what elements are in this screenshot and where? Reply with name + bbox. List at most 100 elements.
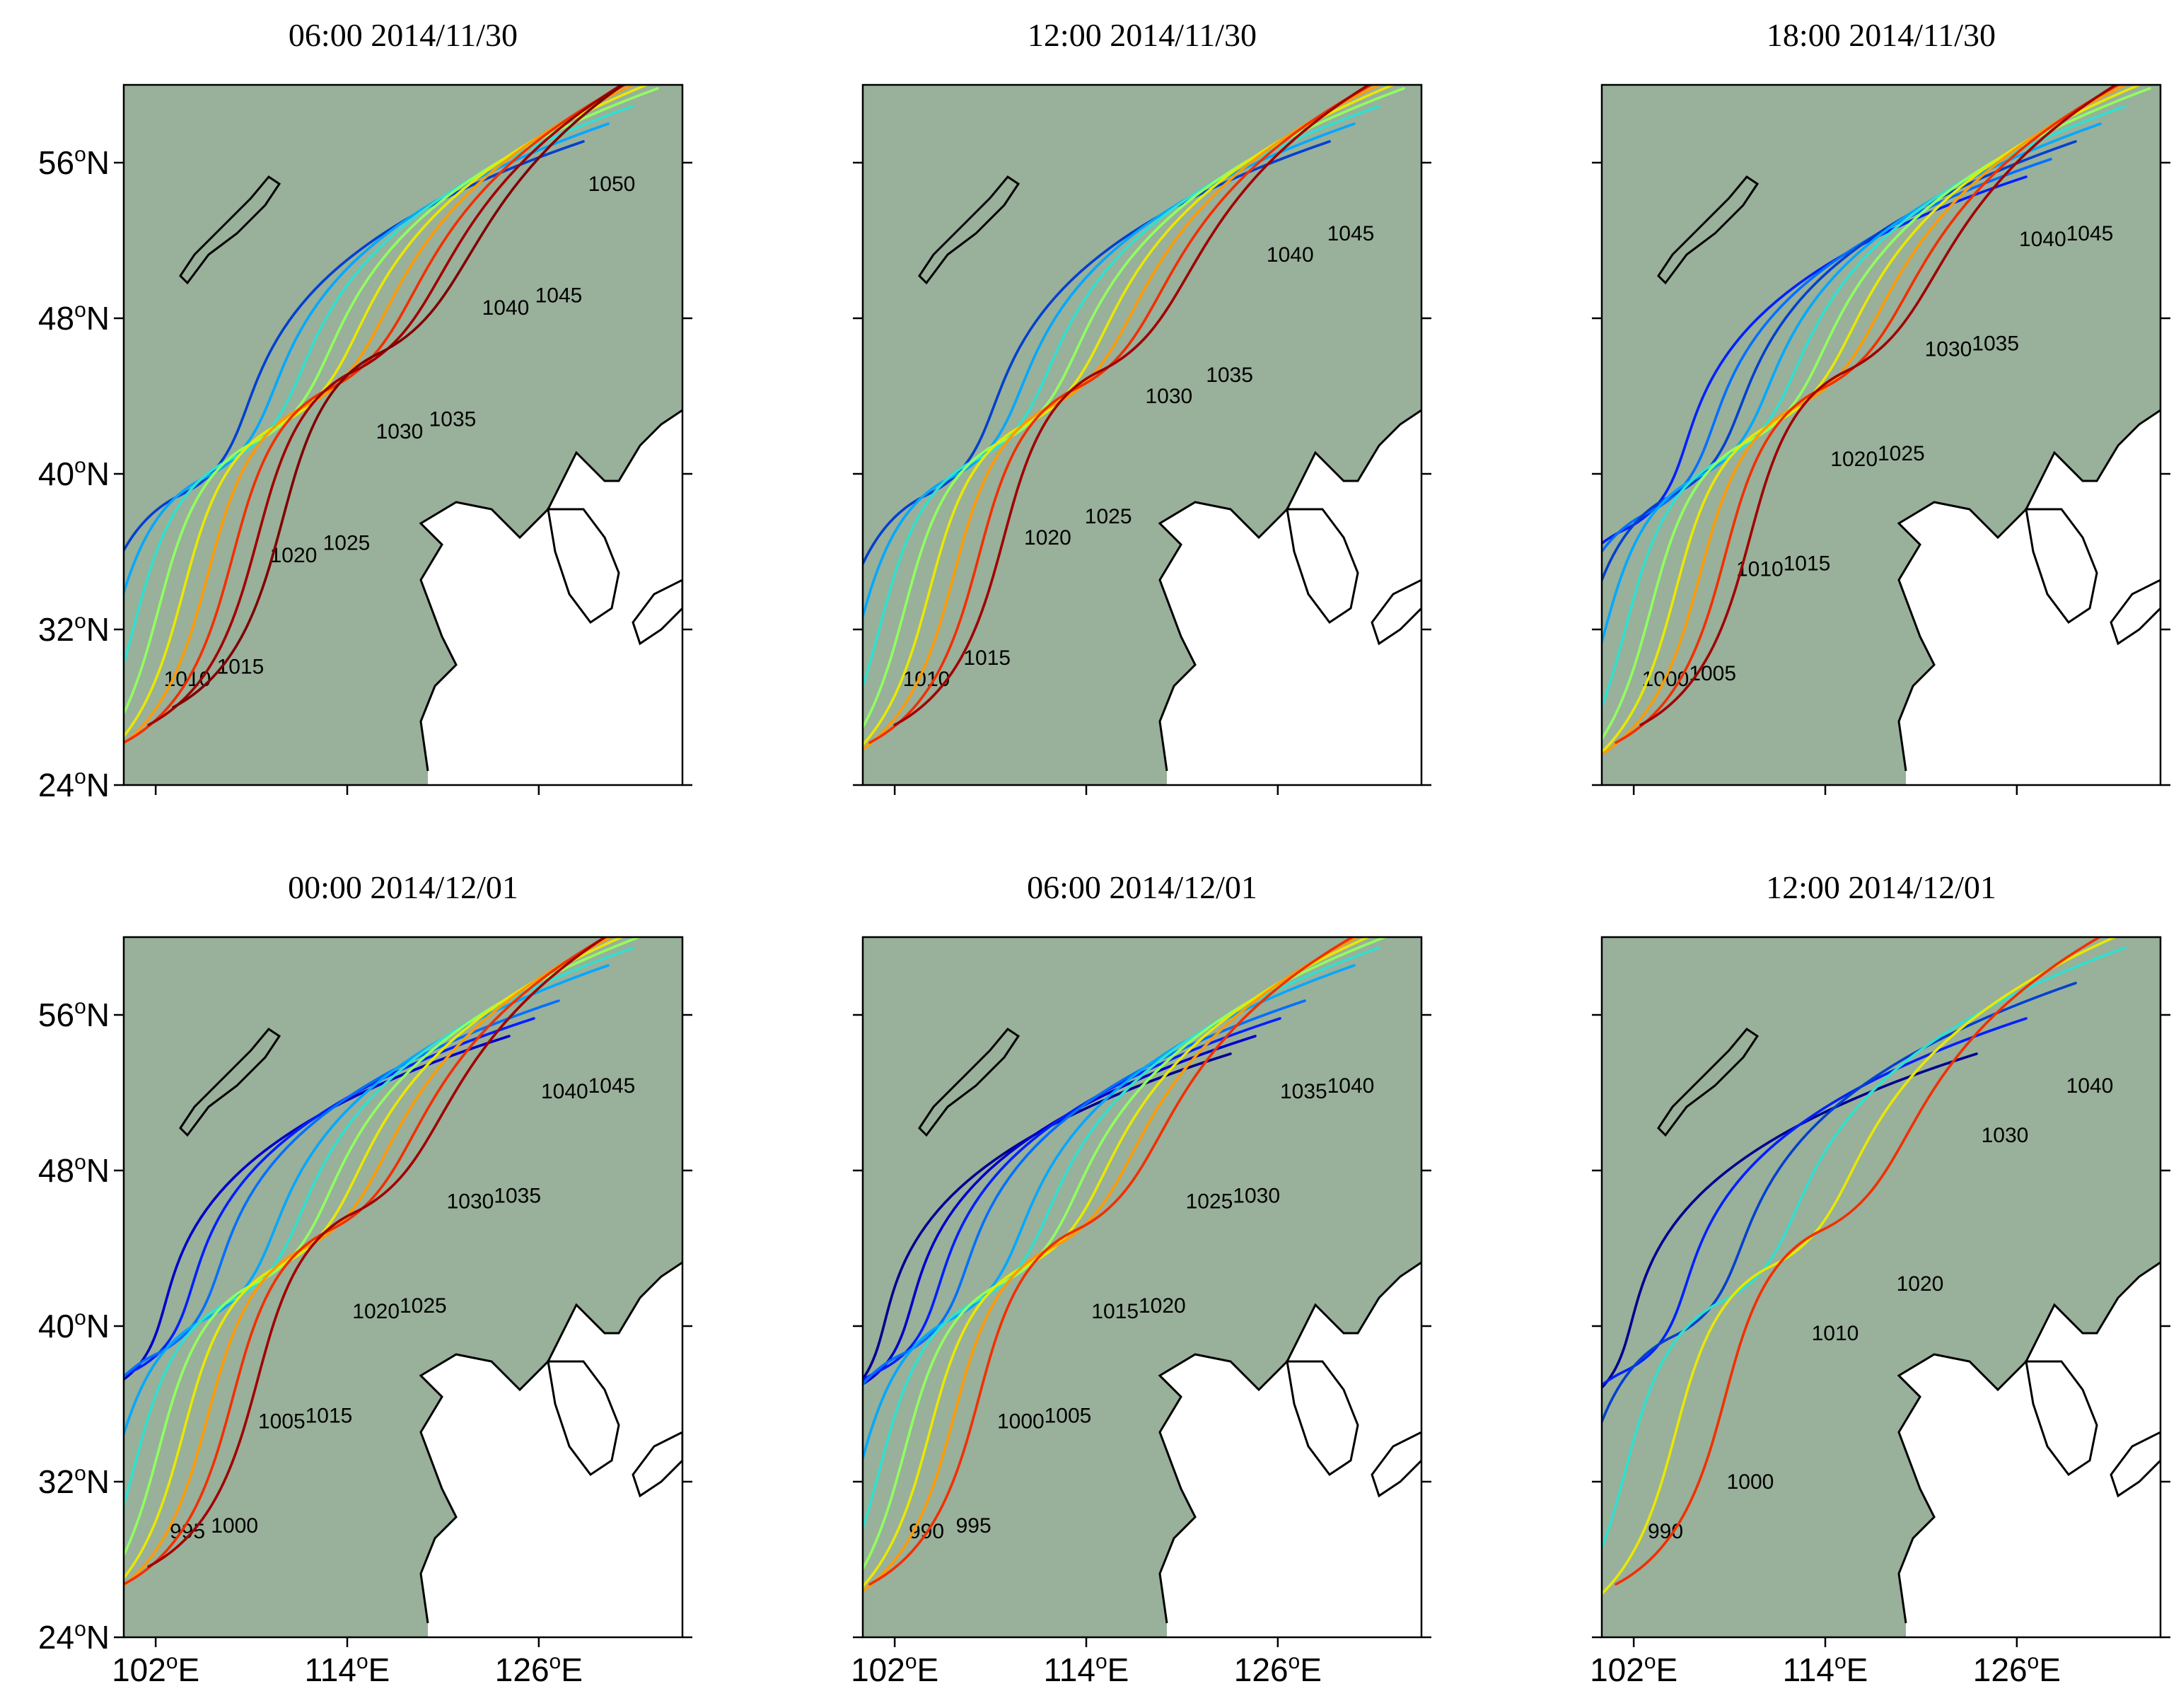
panel-title: 00:00 2014/12/01	[288, 869, 518, 905]
isobar-line	[147, 937, 607, 1568]
isobar-label: 1015	[306, 1405, 353, 1428]
isobar-label: 1030	[376, 420, 424, 443]
panel-frame	[1600, 936, 2162, 1639]
lake-baikal	[1657, 175, 1760, 285]
lon-tick-label: 126oE	[495, 1650, 583, 1688]
lon-tick-label: 102oE	[112, 1650, 199, 1688]
isobar-label: 1030	[1145, 385, 1192, 408]
isobar-label: 1030	[1982, 1124, 2029, 1147]
isobar-line	[1615, 937, 2103, 1586]
isobar-label: 1030	[447, 1190, 494, 1213]
isobar-line	[893, 85, 1371, 726]
isobar-line	[1639, 85, 2119, 726]
isobar-line	[863, 1017, 1281, 1382]
lon-tick-label: 126oE	[1973, 1650, 2061, 1688]
lat-tick-label: 24oN	[38, 765, 110, 803]
isobar-line	[863, 937, 1361, 1593]
map-panel: 1010 1015 1020 1025 1030 1035 1040 1045 12:00 20…	[853, 17, 1431, 795]
isobar-label: 1015	[1091, 1300, 1139, 1323]
isobar-label: 1005	[1045, 1405, 1092, 1428]
isobar-label: 1000	[1727, 1470, 1774, 1494]
coastline	[1897, 409, 2160, 772]
japan-islands	[2110, 579, 2160, 646]
lake-baikal	[1657, 1028, 1760, 1137]
isobar-label: 1035	[494, 1185, 541, 1208]
lat-tick-label: 40oN	[38, 1306, 110, 1344]
korea-peninsula	[547, 1360, 620, 1477]
isobar-line	[863, 1052, 1232, 1381]
isobar-label: 1040	[482, 296, 530, 320]
isobar-label: 1025	[1878, 442, 1925, 465]
isobar-label: 1000	[211, 1514, 258, 1538]
panel-title: 06:00 2014/11/30	[289, 17, 518, 53]
japan-islands	[632, 579, 682, 646]
korea-peninsula	[1286, 1360, 1359, 1477]
isobar-label: 1015	[1784, 552, 1831, 576]
isobar-label: 1045	[1327, 222, 1375, 245]
coastline	[419, 409, 682, 772]
isobar-label: 1005	[258, 1410, 306, 1433]
panel-title: 12:00 2014/11/30	[1028, 17, 1257, 53]
isobar-label: 1035	[1280, 1080, 1327, 1103]
isobar-label: 1040	[541, 1080, 588, 1103]
isobar-label: 1020	[270, 544, 318, 567]
panel-frame	[122, 83, 684, 786]
isobar-label: 1020	[1897, 1272, 1944, 1296]
sea-area	[421, 1262, 682, 1637]
japan-islands	[1371, 1431, 1421, 1498]
japan-islands	[2110, 1431, 2160, 1498]
sea-area	[1160, 410, 1421, 785]
isobar-label: 1040	[2066, 1074, 2114, 1098]
lat-tick-label: 56oN	[38, 143, 110, 181]
isobar-label: 1020	[1024, 526, 1071, 550]
isobar-line	[124, 937, 609, 1586]
coastline	[1158, 409, 1421, 772]
isobar-label: 1050	[588, 173, 636, 196]
isobar-line	[124, 1017, 535, 1378]
sea-area	[421, 410, 682, 785]
lake-baikal	[918, 1028, 1020, 1137]
panel-title: 18:00 2014/11/30	[1767, 17, 1996, 53]
korea-peninsula	[547, 508, 620, 624]
panel-title: 12:00 2014/12/01	[1766, 869, 1996, 905]
panel-title: 06:00 2014/12/01	[1027, 869, 1257, 905]
sea-area	[1899, 410, 2160, 785]
lon-tick-label: 126oE	[1234, 1650, 1322, 1688]
lon-tick-label: 114oE	[1783, 1650, 1868, 1688]
panel-frame	[1600, 83, 2162, 786]
lon-tick-label: 102oE	[851, 1650, 938, 1688]
isobar-label: 1020	[352, 1300, 400, 1323]
panel-frame	[861, 83, 1423, 786]
isobar-label: 1040	[1327, 1074, 1375, 1098]
isobar-line	[1615, 85, 2122, 744]
isobar-label: 1035	[1972, 332, 2019, 356]
isobar-line	[124, 1035, 511, 1381]
isobar-label: 1000	[997, 1410, 1045, 1433]
lat-tick-label: 48oN	[38, 298, 110, 337]
isobar-line	[868, 85, 1375, 744]
isobar-label: 1035	[1206, 364, 1253, 387]
isobar-line	[172, 85, 626, 709]
isobar-label: 1015	[217, 656, 264, 679]
isobar-label: 1045	[2066, 222, 2114, 245]
japan-islands	[632, 1431, 682, 1498]
coastline	[419, 1261, 682, 1624]
lat-tick-label: 48oN	[38, 1151, 110, 1189]
panel-frame	[122, 936, 684, 1639]
lon-tick-label: 114oE	[305, 1650, 390, 1688]
lat-tick-label: 40oN	[38, 454, 110, 492]
isobar-line	[863, 140, 1331, 567]
isobar-label: 1015	[963, 646, 1011, 670]
isobar-line	[863, 1035, 1257, 1386]
isobar-label: 1030	[1925, 337, 1972, 361]
isobar-label: 1020	[1139, 1294, 1186, 1318]
japan-islands	[1371, 579, 1421, 646]
coastline	[1158, 1261, 1421, 1624]
isobar-line	[147, 85, 624, 726]
isobar-label: 1010	[1812, 1322, 1859, 1345]
isobar-label: 1035	[429, 408, 477, 431]
isobar-line	[124, 140, 585, 553]
lat-tick-label: 56oN	[38, 995, 110, 1033]
